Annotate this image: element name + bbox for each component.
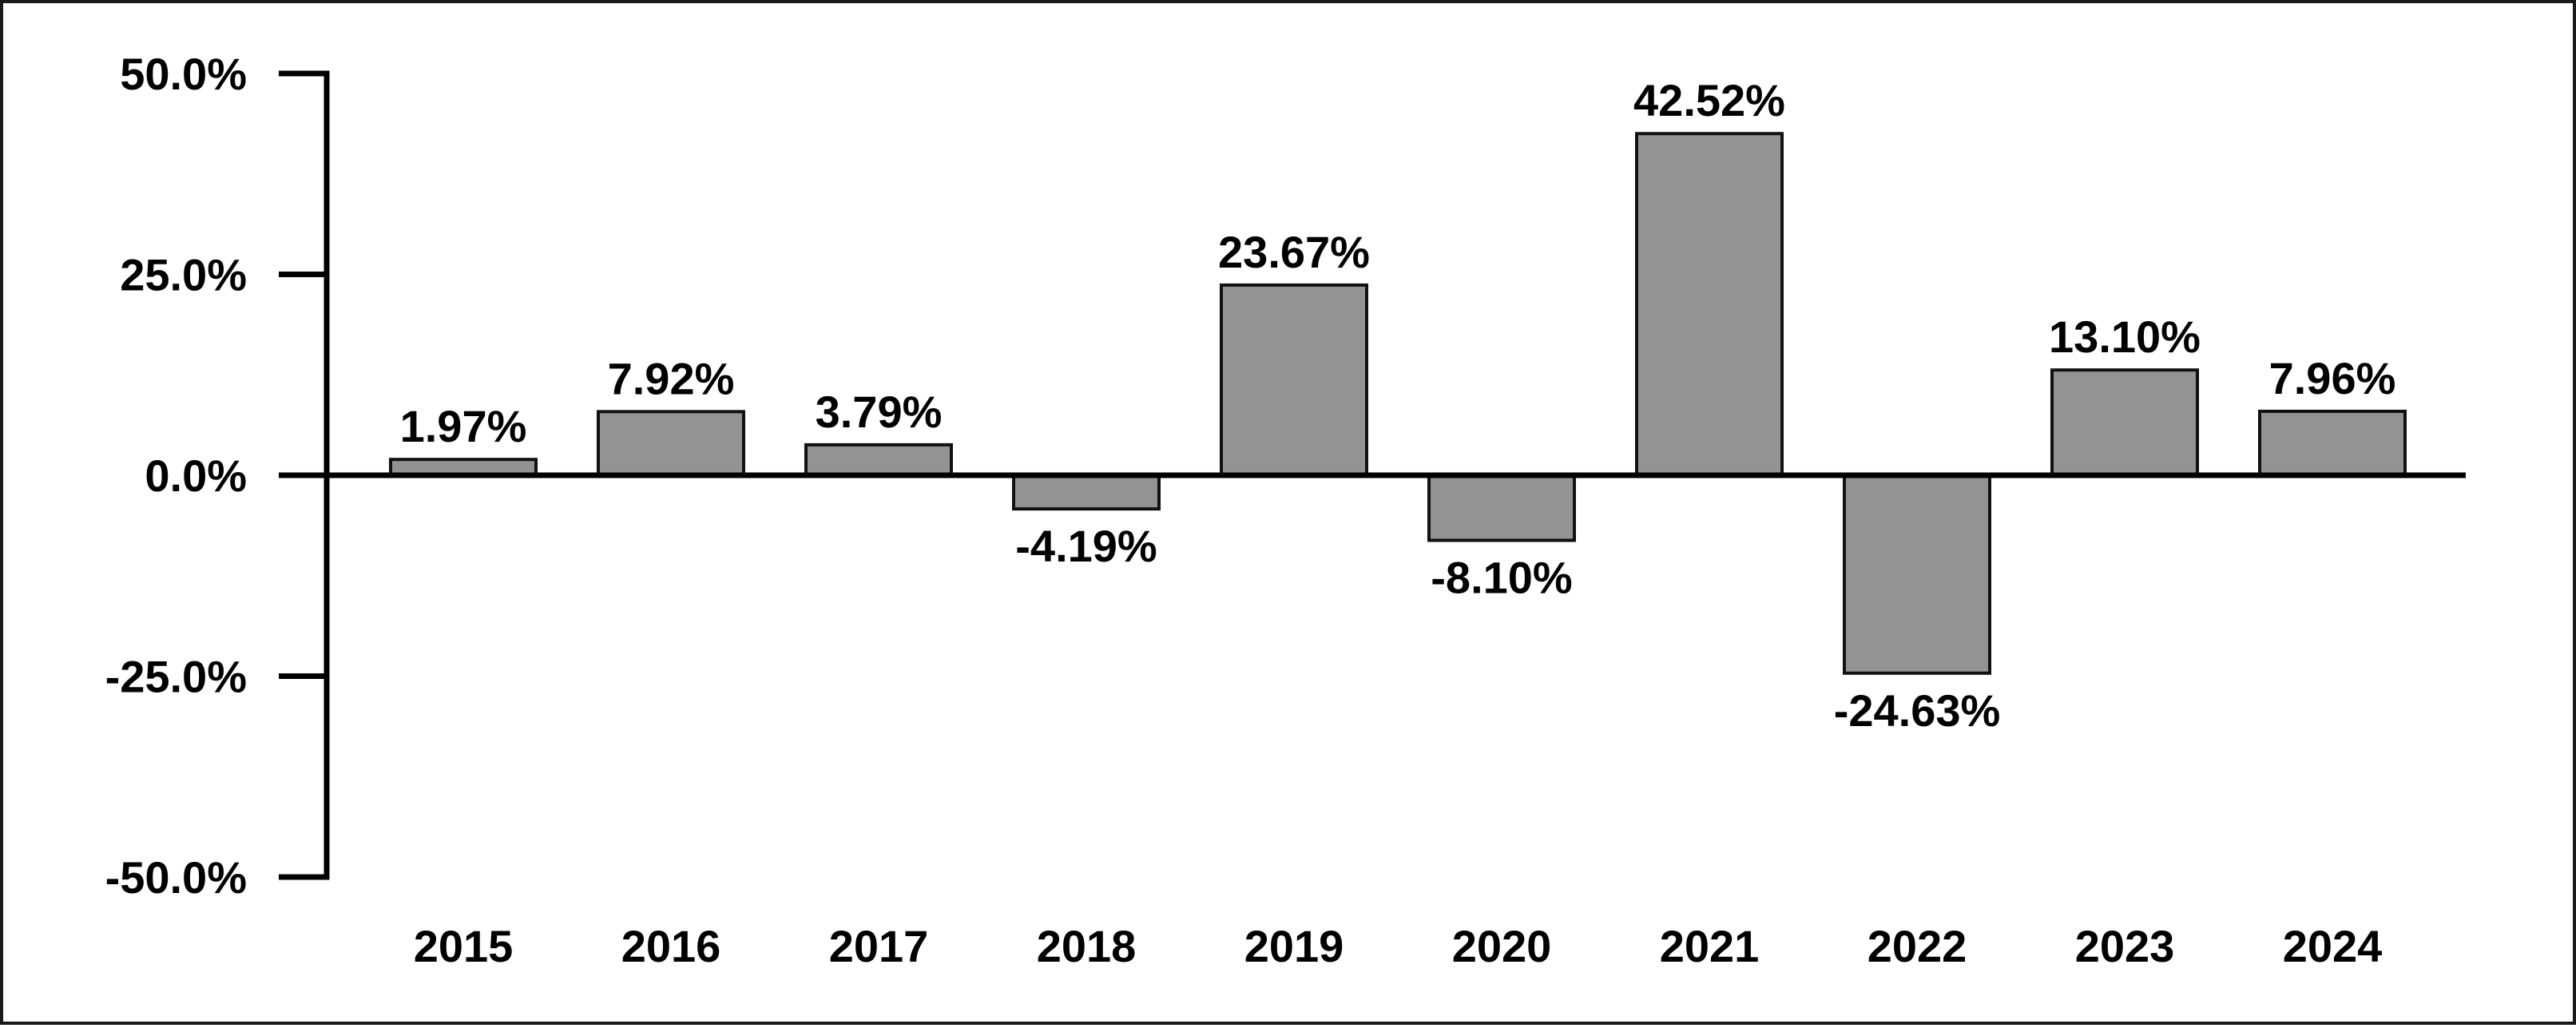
data-label-2022: -24.63%: [1834, 685, 2001, 736]
labels-layer: 1.97% 2015 7.92% 2016 3.79% 2017 -4.19% 2018 23.…: [105, 49, 2396, 971]
axes-layer: [279, 70, 2466, 880]
data-label-2015: 1.97%: [400, 401, 527, 451]
y-tick-label: 25.0%: [120, 250, 247, 300]
x-tick-label-2022: 2022: [1868, 921, 1967, 971]
bar-2016: [597, 410, 745, 477]
bar-2020: [1427, 474, 1576, 542]
bar-2021: [1635, 132, 1784, 477]
x-tick-label-2021: 2021: [1660, 921, 1760, 971]
data-label-2020: -8.10%: [1431, 552, 1572, 602]
x-tick-label-2023: 2023: [2075, 921, 2175, 971]
bar-2019: [1220, 283, 1368, 477]
y-tick-label: 50.0%: [120, 49, 247, 99]
x-tick-label-2019: 2019: [1244, 921, 1344, 971]
x-tick-label-2024: 2024: [2283, 921, 2383, 971]
x-tick-label-2016: 2016: [621, 921, 721, 971]
data-label-2019: 23.67%: [1218, 227, 1370, 277]
bar-2022: [1843, 474, 1991, 675]
bar-2018: [1012, 474, 1161, 511]
bar-2017: [804, 443, 953, 478]
bar-chart: 1.97% 2015 7.92% 2016 3.79% 2017 -4.19% 2018 23.…: [105, 49, 2466, 971]
bars-layer: [389, 132, 2407, 675]
data-label-2016: 7.92%: [608, 353, 735, 403]
x-tick-label-2018: 2018: [1037, 921, 1137, 971]
bar-2024: [2258, 409, 2407, 477]
data-label-2023: 13.10%: [2049, 312, 2201, 362]
x-tick-label-2020: 2020: [1452, 921, 1552, 971]
data-label-2017: 3.79%: [816, 387, 943, 437]
bar-2023: [2050, 368, 2199, 477]
y-tick-label: -25.0%: [105, 652, 247, 702]
x-tick-label-2015: 2015: [414, 921, 514, 971]
y-tick-label: 0.0%: [145, 450, 247, 501]
data-label-2024: 7.96%: [2269, 353, 2396, 403]
x-tick-label-2017: 2017: [829, 921, 929, 971]
data-label-2021: 42.52%: [1633, 75, 1785, 125]
y-tick-label: -50.0%: [105, 852, 247, 903]
data-label-2018: -4.19%: [1015, 521, 1157, 571]
